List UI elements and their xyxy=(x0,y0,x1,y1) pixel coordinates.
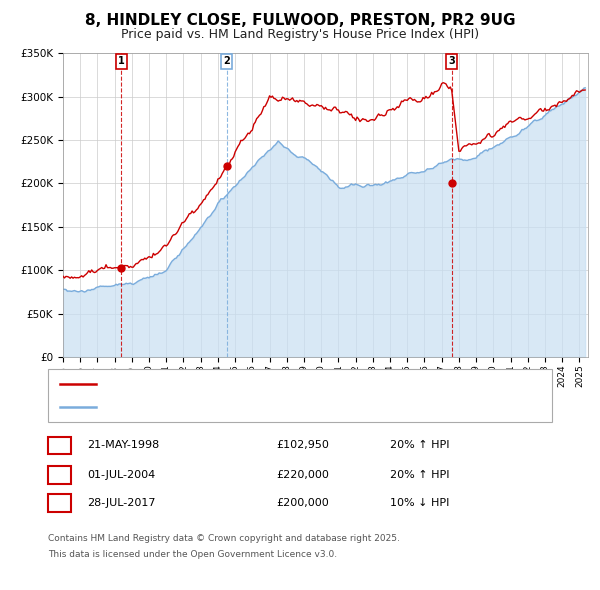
Text: 01-JUL-2004: 01-JUL-2004 xyxy=(87,470,155,480)
Text: £200,000: £200,000 xyxy=(276,498,329,507)
Text: 3: 3 xyxy=(56,498,63,507)
Text: 1: 1 xyxy=(118,56,125,66)
Text: £102,950: £102,950 xyxy=(276,441,329,450)
Text: This data is licensed under the Open Government Licence v3.0.: This data is licensed under the Open Gov… xyxy=(48,550,337,559)
Text: 28-JUL-2017: 28-JUL-2017 xyxy=(87,498,155,507)
Text: Contains HM Land Registry data © Crown copyright and database right 2025.: Contains HM Land Registry data © Crown c… xyxy=(48,534,400,543)
Text: 20% ↑ HPI: 20% ↑ HPI xyxy=(390,470,449,480)
Text: 8, HINDLEY CLOSE, FULWOOD, PRESTON, PR2 9UG (detached house): 8, HINDLEY CLOSE, FULWOOD, PRESTON, PR2 … xyxy=(105,379,463,389)
Text: HPI: Average price, detached house, Preston: HPI: Average price, detached house, Pres… xyxy=(105,402,337,412)
Text: 8, HINDLEY CLOSE, FULWOOD, PRESTON, PR2 9UG: 8, HINDLEY CLOSE, FULWOOD, PRESTON, PR2 … xyxy=(85,13,515,28)
Text: 1: 1 xyxy=(56,441,63,450)
Text: 10% ↓ HPI: 10% ↓ HPI xyxy=(390,498,449,507)
Text: Price paid vs. HM Land Registry's House Price Index (HPI): Price paid vs. HM Land Registry's House … xyxy=(121,28,479,41)
Text: 3: 3 xyxy=(448,56,455,66)
Text: 20% ↑ HPI: 20% ↑ HPI xyxy=(390,441,449,450)
Text: 21-MAY-1998: 21-MAY-1998 xyxy=(87,441,159,450)
Text: 2: 2 xyxy=(56,470,63,480)
Text: £220,000: £220,000 xyxy=(276,470,329,480)
Text: 2: 2 xyxy=(223,56,230,66)
